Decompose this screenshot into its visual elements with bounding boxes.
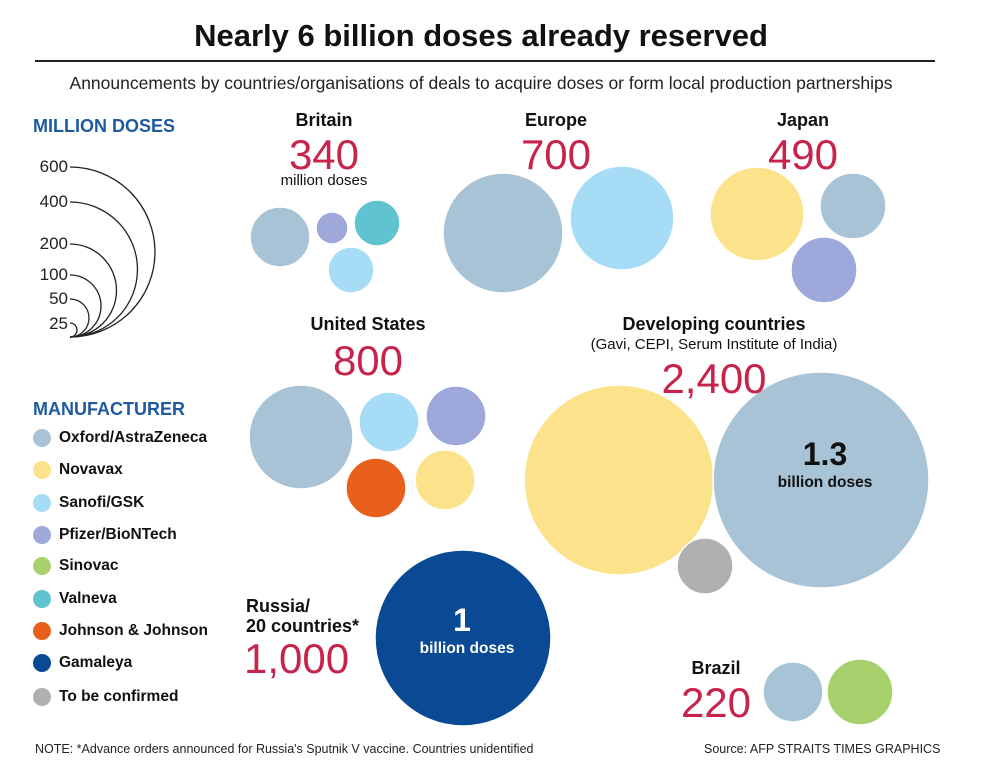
legend-swatch [33,526,51,544]
title-divider [35,60,935,62]
region-russia-total: 1,000 [244,635,350,682]
russia-bubble-value: 1 [453,602,471,638]
region-russia-name: Russia/ 20 countries* [246,596,359,636]
russia-bubble-unit: billion doses [419,640,515,657]
size-label-600: 600 [39,157,68,176]
developing-bubble-unit: billion doses [777,474,873,491]
region-brazil-name: Brazil [691,658,741,678]
legend-swatch [33,494,51,512]
size-arc-100 [69,274,102,338]
region-us-total: 800 [332,337,404,384]
legend-label: Johnson & Johnson [59,622,208,639]
legend-item: Oxford/AstraZeneca [33,428,207,448]
legend-swatch [33,461,51,479]
legend-item: To be confirmed [33,687,178,707]
legend-item: Sanofi/GSK [33,493,144,513]
bubble-sinovac [826,658,894,726]
region-developing-name: Developing countries [622,314,806,334]
legend-item: Pfizer/BioNTech [33,525,177,545]
bubble-valneva [353,199,401,247]
bubble-pfizer-biontech [315,211,349,245]
region-us-name: United States [310,314,426,334]
legend-swatch [33,688,51,706]
region-britain-unit: million doses [280,172,368,189]
legend-label: Novavax [59,461,123,478]
bubble-oxford-astrazeneca [442,172,564,294]
legend-label: To be confirmed [59,688,179,705]
size-label-50: 50 [49,289,68,308]
region-europe-name: Europe [524,110,587,130]
region-developing-note: (Gavi, CEPI, Serum Institute of India) [590,336,838,353]
bubble-oxford-astrazeneca [249,206,311,268]
size-arc-50 [69,298,90,338]
manufacturer-legend-heading: MANUFACTURER [33,399,185,419]
legend-swatch [33,654,51,672]
legend-swatch [33,557,51,575]
size-arc-600 [69,166,156,338]
legend-label: Oxford/AstraZeneca [59,429,208,446]
footnote: NOTE: *Advance orders announced for Russ… [35,742,534,756]
legend-label: Pfizer/BioNTech [59,526,177,543]
bubble-oxford-astrazeneca [762,661,824,723]
legend-item: Gamaleya [33,653,132,673]
bubble-novavax [709,166,805,262]
region-developing-total: 2,400 [661,355,767,402]
size-label-200: 200 [39,234,68,253]
source-credit: Source: AFP STRAITS TIMES GRAPHICS [704,742,941,756]
bubble-oxford-astrazeneca [248,384,354,490]
legend-label: Sinovac [59,557,119,574]
chart-title: Nearly 6 billion doses already reserved [194,18,768,53]
legend-swatch [33,429,51,447]
region-britain-name: Britain [295,110,353,130]
size-arc-25 [69,322,78,338]
region-brazil-total: 220 [680,679,752,726]
bubble-oxford-astrazeneca [819,172,887,240]
bubble-gamaleya [374,549,552,727]
bubble-sanofi-gsk [569,165,675,271]
developing-bubble-value: 1.3 [802,436,848,472]
bubble-pfizer-biontech [790,236,858,304]
legend-swatch [33,590,51,608]
bubble-to-be-confirmed [676,537,734,595]
size-label-400: 400 [39,192,68,211]
legend-item: Novavax [33,460,123,480]
bubble-johnson-johnson [345,457,407,519]
size-label-25: 25 [49,314,68,333]
legend-item: Johnson & Johnson [33,621,208,641]
bubble-novavax [414,449,476,511]
chart-subtitle: Announcements by countries/organisations… [69,73,893,93]
size-label-100: 100 [39,265,68,284]
region-britain-total: 340 [288,131,360,178]
size-legend-heading: MILLION DOSES [33,116,176,136]
region-russia-name-line2: 20 countries* [246,616,360,636]
legend-label: Sanofi/GSK [59,494,145,511]
legend-swatch [33,622,51,640]
region-europe-total: 700 [520,131,592,178]
bubble-sanofi-gsk [327,246,375,294]
legend-label: Valneva [59,590,117,607]
size-arc-200 [69,243,118,338]
size-arc-400 [69,201,139,338]
bubble-pfizer-biontech [425,385,487,447]
legend-item: Sinovac [33,556,118,576]
legend-label: Gamaleya [59,654,133,671]
legend-item: Valneva [33,589,117,609]
region-russia-name-line1: Russia/ [246,596,311,616]
bubble-oxford-astrazeneca [712,371,930,589]
region-japan-total: 490 [767,131,839,178]
size-legend-arcs [69,166,156,338]
region-japan-name: Japan [776,110,830,130]
bubble-sanofi-gsk [358,391,420,453]
